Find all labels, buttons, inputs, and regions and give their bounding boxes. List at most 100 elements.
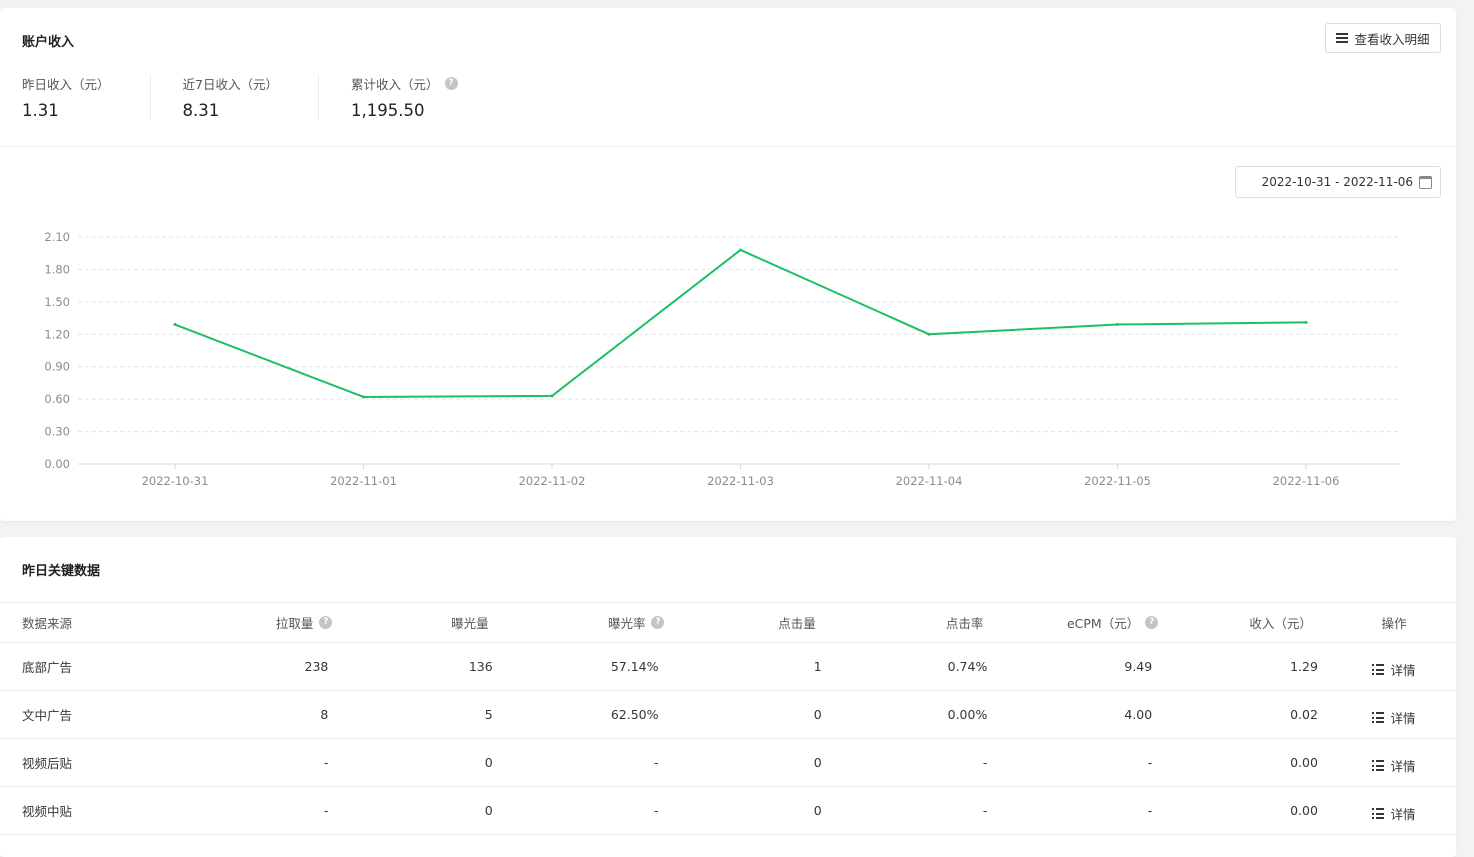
y-tick-label: 0.30 [44,425,70,439]
y-tick-label: 1.80 [44,262,70,276]
y-tick-label: 0.90 [44,360,70,374]
x-tick-label: 2022-11-05 [1084,474,1151,488]
table-cell: 0 [672,786,836,835]
table-row: 视频中贴 -0-0- -0.00 详情 [0,786,1456,835]
row-detail-label: 详情 [1390,759,1416,774]
key-data-card: 昨日关键数据 数据来源 拉取量? 曝光量 曝光率? 点击量 点击率 eCPM（元）? 收入（元… [0,537,1456,857]
key-data-table: 数据来源 拉取量? 曝光量 曝光率? 点击量 点击率 eCPM（元）? 收入（元） 操作 底部广… [0,602,1456,835]
table-cell: - [1001,786,1167,835]
column-header-label: 点击率 [945,616,984,631]
stat-label: 昨日收入（元） [22,77,110,92]
income-series-line [174,248,1307,398]
column-header-label: 曝光量 [451,616,489,631]
table-cell: 0.00% [835,690,1002,739]
column-header-content: 数据来源 [22,613,72,632]
row-detail-button[interactable]: 详情 [1372,660,1415,679]
x-tick-label: 2022-11-03 [707,474,774,488]
column-header: 曝光率? [506,602,673,643]
table-cell: 62.50% [506,690,673,739]
data-point [927,332,931,336]
account-income-title: 账户收入 [22,35,75,50]
column-header-content: 点击量 [778,613,816,632]
table-cell: - [506,786,673,835]
stat-total: 累计收入（元） ? 1,195.50 [351,74,498,120]
table-cell: 5 [342,690,507,739]
date-range-value: 2022-10-31 - 2022-11-06 [1261,175,1413,189]
table-cell: - [835,786,1002,835]
key-data-title: 昨日关键数据 [22,564,101,579]
column-header-label: 操作 [1381,616,1407,631]
column-header: eCPM（元）? [1001,602,1167,643]
row-detail-button[interactable]: 详情 [1372,708,1415,727]
y-tick-label: 0.00 [44,457,70,471]
data-point [362,395,365,399]
x-tick-label: 2022-11-04 [896,474,963,488]
calendar-icon [1419,175,1432,189]
stat-label: 累计收入（元） [350,77,439,92]
table-row: 视频后贴 -0-0- -0.00 详情 [0,738,1456,787]
x-tick-label: 2022-10-31 [142,474,209,488]
table-header-row: 数据来源 拉取量? 曝光量 曝光率? 点击量 点击率 eCPM（元）? 收入（元） 操作 [0,602,1456,643]
action-cell: 详情 [1331,738,1456,787]
column-header: 数据来源 [0,602,179,643]
x-tick-label: 2022-11-02 [519,474,586,488]
list-icon [1372,808,1385,819]
action-cell: 详情 [1331,690,1456,739]
column-header: 点击量 [672,602,836,643]
y-tick-label: 1.20 [44,327,70,341]
column-header-content: 曝光率? [608,613,665,632]
x-tick-label: 2022-11-06 [1273,474,1340,488]
question-circle-icon[interactable]: ? [319,616,333,629]
column-header: 拉取量? [178,602,343,643]
table-cell: 238 [178,642,343,691]
column-header-content: 点击率 [946,613,984,632]
table-cell: 4.00 [1001,690,1167,739]
column-header-content: 收入（元） [1249,613,1312,632]
view-income-detail-button[interactable]: 查看收入明细 [1325,23,1441,53]
question-circle-icon[interactable]: ? [444,77,458,90]
question-circle-icon[interactable]: ? [1145,616,1159,629]
row-detail-button[interactable]: 详情 [1372,804,1415,823]
table-cell: 8 [178,690,343,739]
column-header-label: 拉取量 [275,616,314,631]
row-detail-label: 详情 [1390,807,1416,822]
column-header-content: 曝光量 [451,613,489,632]
stat-value: 8.31 [182,101,220,120]
row-detail-button[interactable]: 详情 [1372,756,1415,775]
column-header-label: 点击量 [778,616,816,631]
list-icon [1372,664,1385,675]
table-cell: - [506,738,673,787]
data-point [1116,323,1119,327]
column-header-label: 数据来源 [22,616,73,631]
table-cell: 1.29 [1166,642,1332,691]
y-tick-label: 2.10 [44,230,70,244]
table-cell: 1 [672,642,836,691]
column-header: 收入（元） [1166,602,1332,643]
view-income-detail-label: 查看收入明细 [1354,31,1430,47]
data-source-cell: 底部广告 [0,642,179,691]
list-icon [1372,760,1385,771]
date-range-picker[interactable]: 2022-10-31 - 2022-11-06 [1235,166,1441,198]
stat-last-7-days: 近7日收入（元） 8.31 [183,74,319,120]
column-header-content: 操作 [1381,613,1406,632]
income-stats: 昨日收入（元） 1.31 近7日收入（元） 8.31 累计收入（元） ? 1,1… [22,74,530,120]
table-cell: 0.02 [1166,690,1332,739]
table-cell: 9.49 [1001,642,1167,691]
action-cell: 详情 [1331,786,1456,835]
table-cell: 0 [342,786,507,835]
table-cell: 0.00 [1166,738,1332,787]
stat-value: 1.31 [22,101,59,120]
data-source-cell: 视频后贴 [0,738,179,787]
stat-yesterday: 昨日收入（元） 1.31 [22,74,151,120]
table-cell: 57.14% [506,642,673,691]
question-circle-icon[interactable]: ? [651,616,665,629]
column-header-label: eCPM（元） [1066,616,1140,631]
column-header-label: 收入（元） [1249,616,1312,631]
table-row: 底部广告 238 136 57.14% 1 0.74% 9.49 1.29 详情 [0,642,1456,691]
data-point [550,394,554,398]
row-detail-label: 详情 [1390,711,1416,726]
column-header: 操作 [1331,602,1456,643]
divider [0,146,1456,147]
table-cell: 0 [672,690,836,739]
column-header: 曝光量 [342,602,507,643]
